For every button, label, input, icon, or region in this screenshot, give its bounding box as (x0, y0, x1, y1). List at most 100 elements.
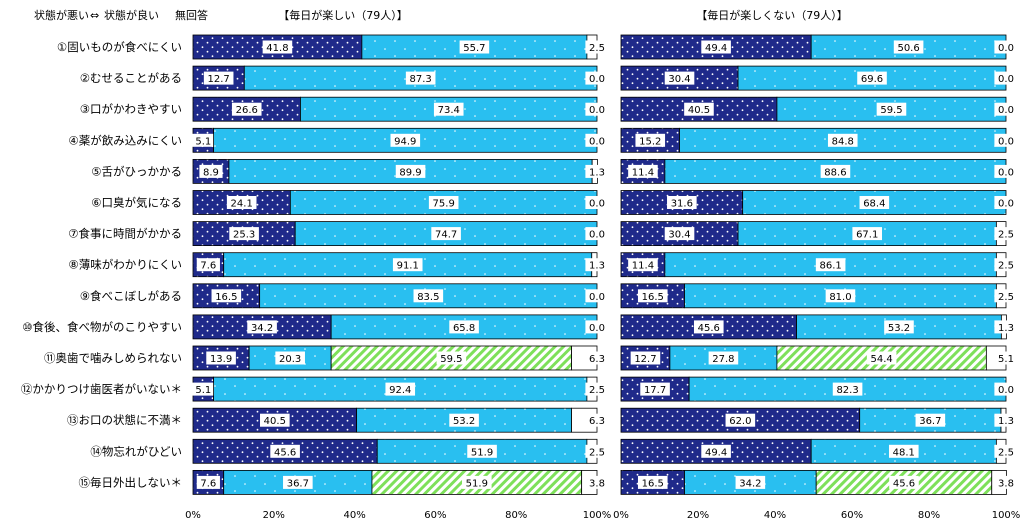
data-label: 16.5 (642, 478, 664, 489)
data-label-bg (433, 102, 464, 116)
data-label: 2.5 (589, 447, 605, 458)
data-label: 69.6 (861, 74, 883, 85)
data-label-bg (436, 351, 467, 365)
x-tick-label: 40% (343, 510, 365, 521)
data-label: 1.3 (998, 323, 1014, 334)
data-label: 7.6 (200, 478, 216, 489)
data-label: 75.9 (433, 199, 455, 210)
data-label-bg (708, 351, 739, 365)
data-label: 24.1 (231, 199, 253, 210)
data-label: 68.4 (863, 199, 885, 210)
data-label: 0.0 (998, 74, 1014, 85)
data-label: 74.7 (435, 230, 457, 241)
data-label: 6.3 (589, 416, 605, 427)
data-label-bg (701, 444, 731, 458)
data-label-bg (260, 413, 290, 427)
x-tick-label: 60% (424, 510, 446, 521)
chart-title-right: 【毎日が楽しくない（79人）】 (696, 8, 848, 22)
data-label-bg (825, 289, 856, 303)
chart-panel-right: 49.4 50.6 0.0 30.4 69.6 0.0 40.5 59.5 0.0 15.2 84.… (613, 34, 1020, 521)
legend-arrow: ⇔ (90, 9, 99, 22)
data-label-bg (585, 102, 609, 116)
data-label-bg (226, 196, 257, 209)
data-label: 15.2 (639, 136, 661, 147)
data-label: 81.0 (829, 292, 851, 303)
data-label-bg (994, 444, 1018, 458)
data-label-bg (405, 71, 436, 85)
data-label: 2.5 (589, 43, 605, 54)
data-label: 0.0 (589, 136, 605, 147)
data-label: 26.6 (236, 105, 258, 116)
data-label-bg (693, 320, 724, 334)
data-label-bg (852, 227, 883, 241)
data-label-bg (275, 351, 305, 365)
x-tick-label: 80% (505, 510, 527, 521)
data-label-bg (247, 320, 277, 334)
data-label-bg (283, 475, 313, 489)
bar-segment (620, 314, 797, 340)
data-label-bg (640, 382, 670, 396)
data-label-bg (229, 227, 259, 241)
data-label-bg (585, 413, 609, 427)
data-label-bg (395, 164, 426, 178)
data-label: 0.0 (998, 43, 1014, 54)
data-label-bg (820, 164, 851, 178)
data-label: 73.4 (438, 105, 460, 116)
data-label-bg (857, 71, 887, 85)
data-label: 49.4 (705, 43, 727, 54)
bar-segment (620, 283, 685, 309)
chart-panel-left: 41.8 55.7 2.5 12.7 87.3 0.0 26.6 73.4 0.0 5.1 94.9… (185, 34, 611, 521)
data-label-bg (191, 382, 215, 396)
category-label: ⑤舌がひっかかる (91, 164, 182, 178)
data-label-bg (428, 196, 459, 209)
data-label: 27.8 (712, 354, 734, 365)
data-label-bg (725, 413, 756, 427)
data-label: 94.9 (394, 136, 416, 147)
x-tick-label: 80% (918, 510, 940, 521)
data-label: 55.7 (463, 43, 485, 54)
data-label-bg (585, 351, 609, 365)
x-tick-label: 0% (185, 510, 201, 521)
data-label-bg (585, 258, 609, 272)
data-label: 17.7 (644, 385, 666, 396)
data-label: 87.3 (410, 74, 432, 85)
data-label: 40.5 (688, 105, 710, 116)
data-label-bg (994, 289, 1018, 303)
data-label: 16.5 (215, 292, 237, 303)
data-label: 2.5 (998, 292, 1014, 303)
data-label: 45.6 (698, 323, 720, 334)
data-label-bg (994, 258, 1018, 272)
data-label-bg (585, 40, 609, 54)
category-label: ⑥口臭が気になる (91, 196, 182, 210)
data-label: 34.2 (251, 323, 273, 334)
category-label: ⑨食べこぼしがある (80, 289, 182, 303)
data-label-bg (893, 40, 924, 54)
data-label: 51.9 (466, 478, 488, 489)
data-label-bg (585, 382, 609, 396)
data-label-bg (203, 71, 234, 85)
data-label: 2.5 (998, 447, 1014, 458)
legend: 状態が悪い ⇔ 状態が良い 無回答 (34, 8, 208, 22)
data-label: 2.5 (998, 230, 1014, 241)
data-label: 54.4 (871, 354, 893, 365)
data-label: 92.4 (389, 385, 411, 396)
data-label: 0.0 (998, 136, 1014, 147)
category-label: ⑦食事に時間がかかる (68, 227, 182, 241)
data-label-bg (431, 227, 461, 241)
data-label: 89.9 (399, 167, 421, 178)
category-label: ③口がかわきやすい (80, 102, 182, 116)
data-label-bg (585, 227, 609, 241)
data-label-bg (585, 475, 609, 489)
data-label-bg (196, 475, 220, 489)
data-label-bg (211, 289, 242, 303)
data-label-bg (915, 413, 946, 427)
data-label: 0.0 (998, 167, 1014, 178)
data-label: 34.2 (739, 478, 761, 489)
data-label-bg (585, 320, 609, 334)
data-label: 67.1 (856, 230, 878, 241)
data-label-bg (994, 351, 1018, 365)
data-label-bg (270, 444, 300, 458)
data-label: 0.0 (589, 323, 605, 334)
bar-segment (361, 34, 588, 60)
